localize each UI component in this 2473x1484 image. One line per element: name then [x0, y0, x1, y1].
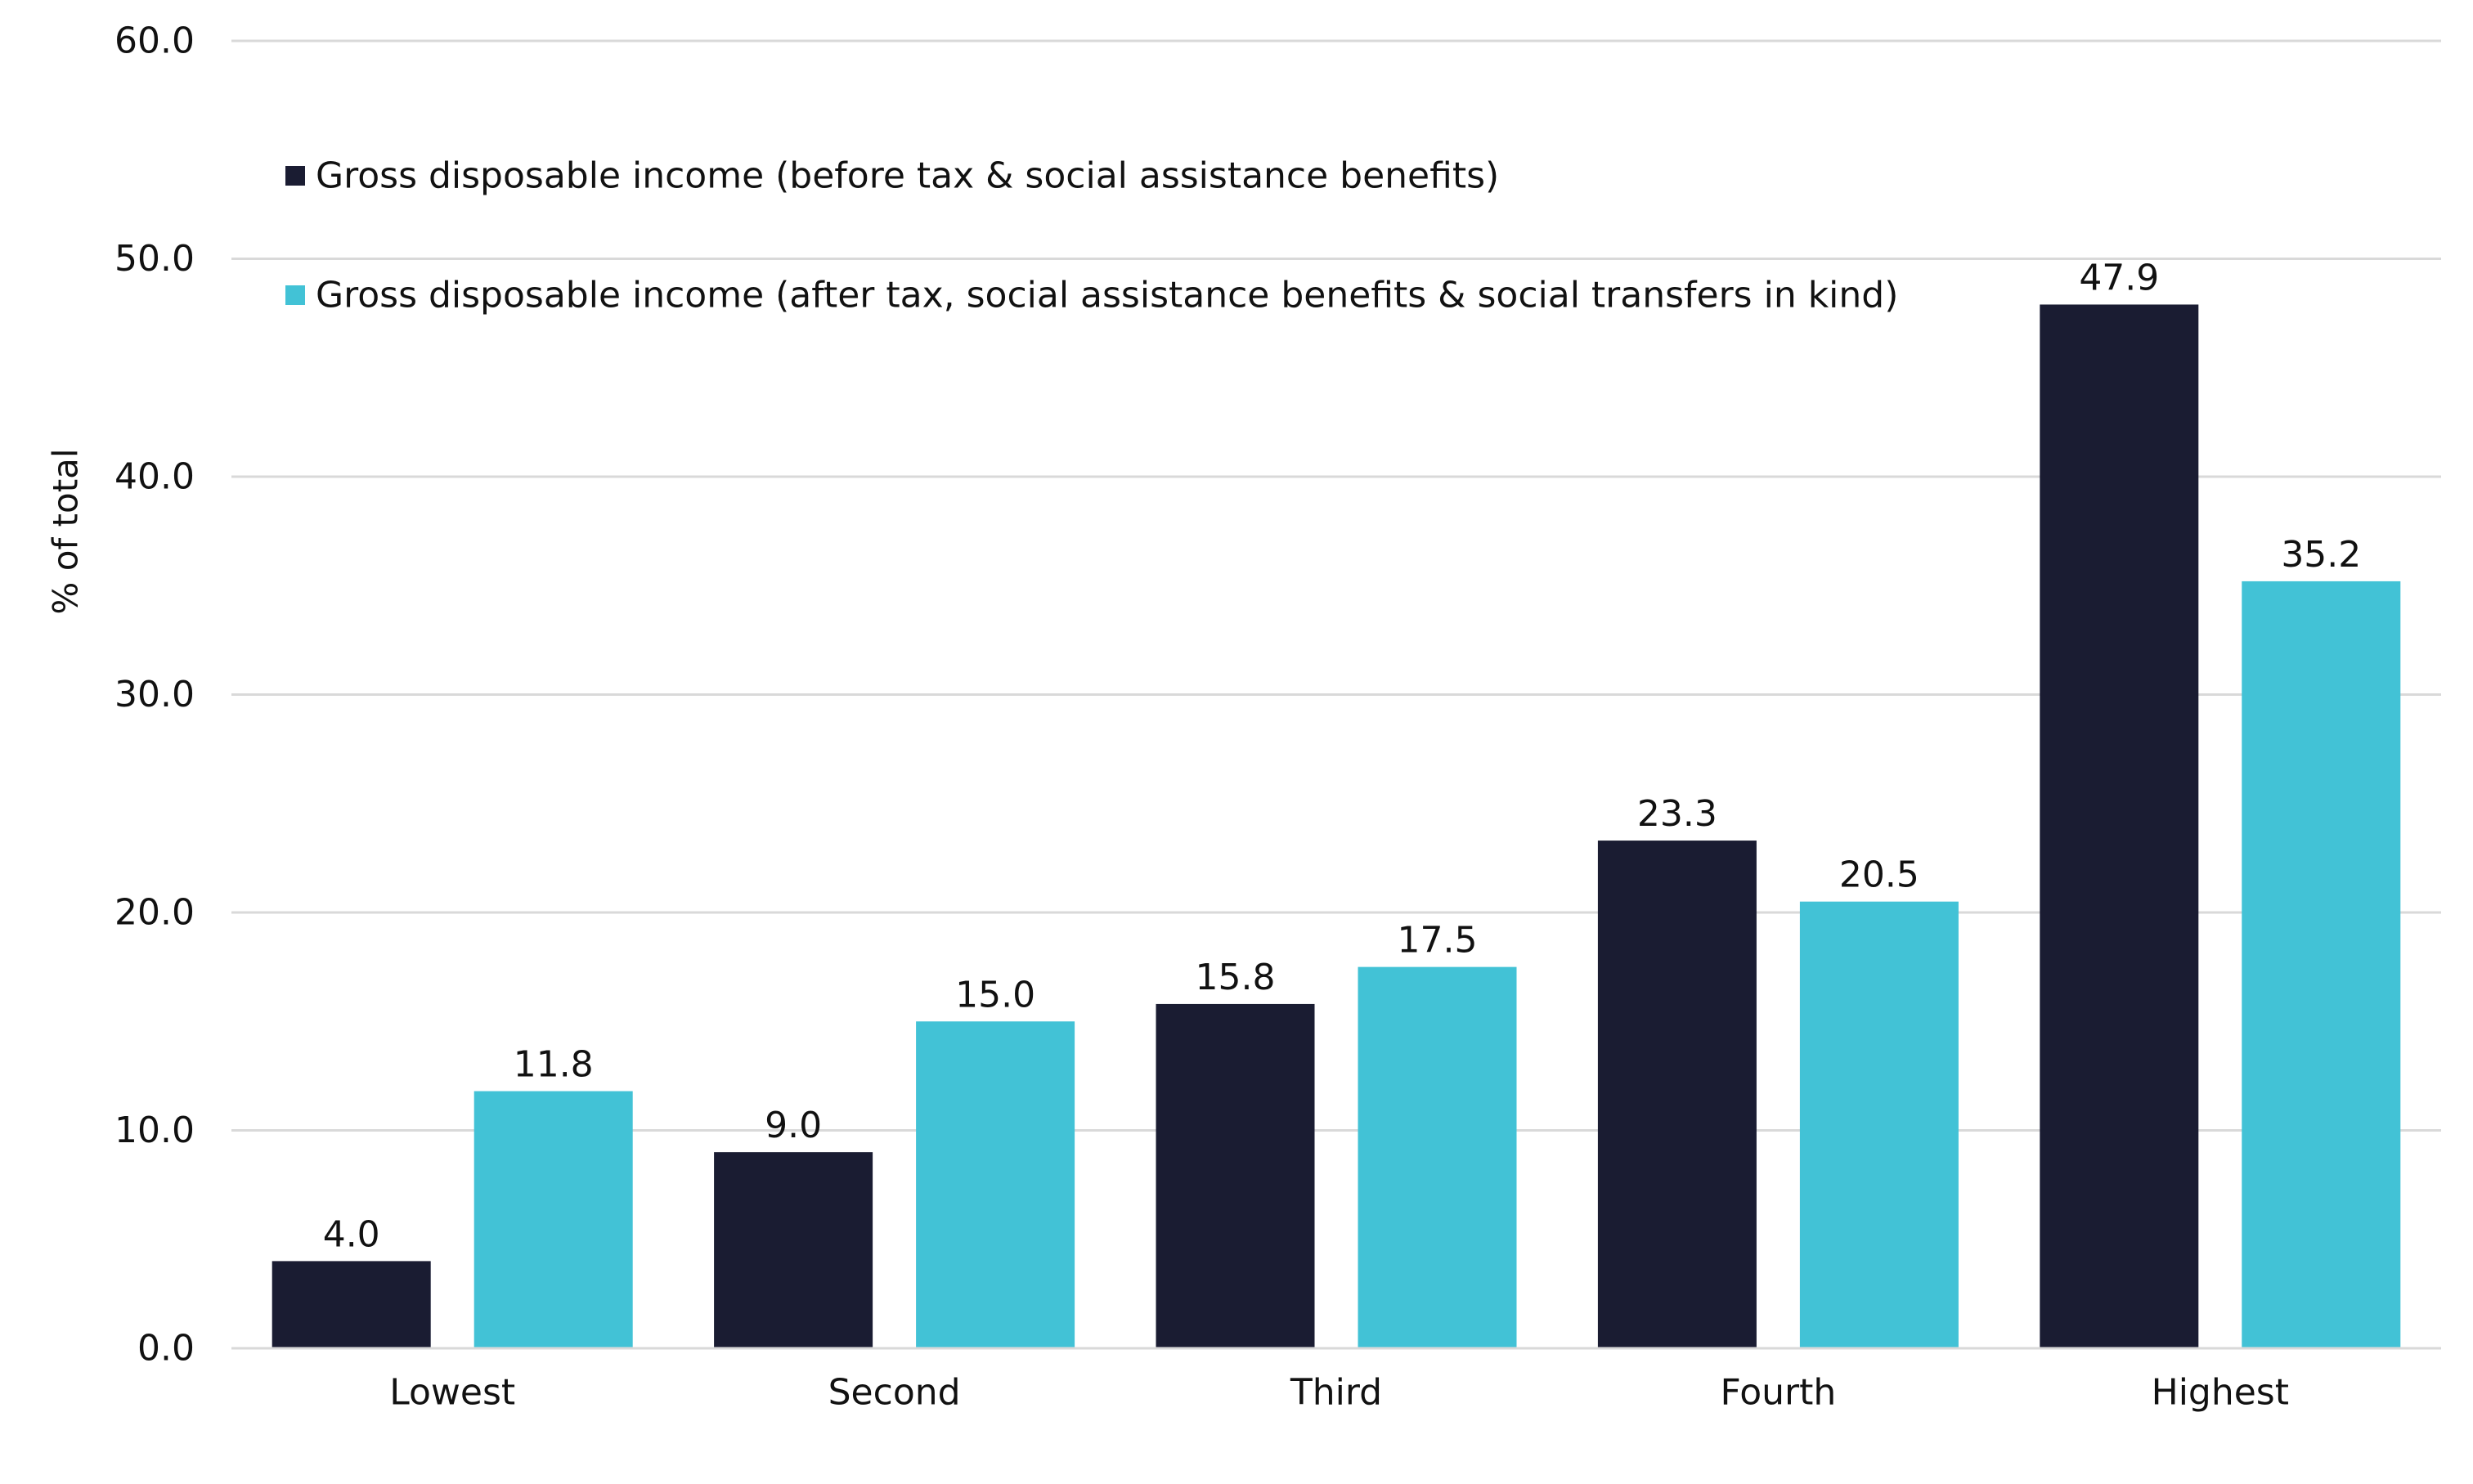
x-category-label: Third [1290, 1372, 1382, 1414]
legend-swatch-cyan [285, 285, 305, 305]
x-category-label: Highest [2152, 1372, 2289, 1414]
y-tick-label: 20.0 [114, 892, 195, 934]
legend-swatch-dark [285, 166, 305, 186]
y-tick-label: 0.0 [137, 1328, 195, 1370]
x-category-label: Second [828, 1372, 961, 1414]
bar-highest-series-1[interactable] [2242, 581, 2401, 1348]
data-label: 17.5 [1398, 920, 1478, 962]
y-tick-label: 30.0 [114, 674, 195, 715]
bar-highest-series-0[interactable] [2040, 304, 2199, 1349]
x-category-label: Fourth [1721, 1372, 1837, 1414]
y-tick-label: 60.0 [114, 20, 195, 62]
legend-label-after-tax: Gross disposable income (after tax, soci… [316, 275, 1898, 316]
data-label: 20.5 [1839, 854, 1919, 896]
y-tick-label: 40.0 [114, 456, 195, 498]
data-label: 11.8 [514, 1044, 594, 1086]
bar-second-series-0[interactable] [714, 1152, 873, 1348]
bar-lowest-series-1[interactable] [474, 1091, 633, 1348]
data-label: 35.2 [2281, 534, 2361, 576]
legend: Gross disposable income (before tax & so… [285, 155, 1898, 316]
bars [231, 304, 2441, 1350]
x-category-label: Lowest [389, 1372, 515, 1414]
legend-label-before-tax: Gross disposable income (before tax & so… [316, 155, 1499, 197]
y-axis-title: % of total [46, 448, 86, 614]
bar-fourth-series-0[interactable] [1597, 841, 1757, 1348]
bar-third-series-1[interactable] [1358, 966, 1517, 1348]
y-axis-ticks: 0.0 10.0 20.0 30.0 40.0 50.0 60.0 [114, 20, 195, 1370]
bar-third-series-0[interactable] [1156, 1003, 1315, 1348]
data-label: 15.8 [1196, 957, 1276, 998]
data-label: 9.0 [765, 1105, 822, 1146]
x-axis-categories: Lowest Second Third Fourth Highest [389, 1372, 2289, 1414]
data-label: 15.0 [955, 974, 1035, 1015]
bar-fourth-series-1[interactable] [1799, 901, 1959, 1348]
y-tick-label: 50.0 [114, 238, 195, 280]
data-label: 47.9 [2079, 257, 2159, 298]
data-labels: 4.0 11.8 9.0 15.0 15.8 17.5 23.3 20.5 47.9 35.2 [323, 257, 2362, 1255]
bar-second-series-1[interactable] [916, 1021, 1075, 1348]
legend-item-before-tax[interactable]: Gross disposable income (before tax & so… [285, 155, 1499, 197]
legend-item-after-tax[interactable]: Gross disposable income (after tax, soci… [285, 275, 1898, 316]
data-label: 4.0 [323, 1213, 380, 1255]
bar-lowest-series-0[interactable] [272, 1261, 431, 1348]
data-label: 23.3 [1637, 793, 1717, 835]
y-tick-label: 10.0 [114, 1110, 195, 1151]
